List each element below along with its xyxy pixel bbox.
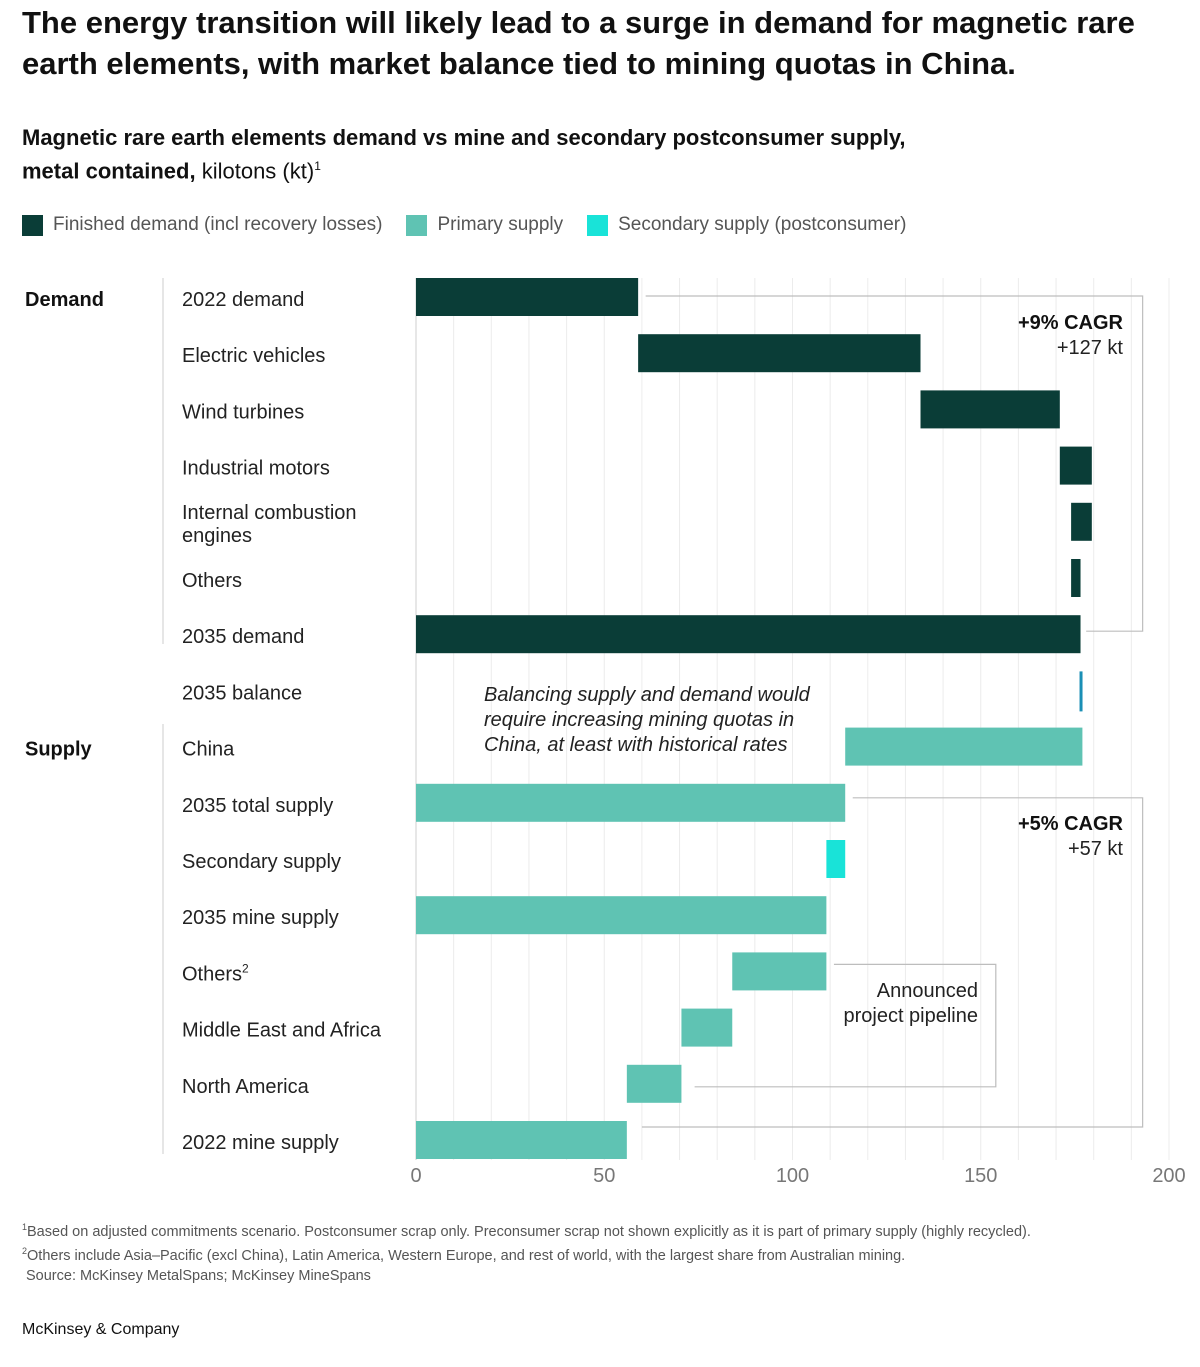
legend-swatch-primary <box>406 214 428 236</box>
x-tick-label-150: 150 <box>964 1165 997 1187</box>
bar-electric-vehicles-1 <box>638 334 921 373</box>
row-label-2022-mine-supply-15: 2022 mine supply <box>182 1132 339 1154</box>
bar-north-america-14 <box>626 1064 682 1103</box>
supply-delta-label: +57 kt <box>1068 838 1123 860</box>
footnotes: 1Based on adjusted commitments scenario.… <box>22 1218 1182 1286</box>
row-label-secondary-supply-10: Secondary supply <box>182 851 341 873</box>
bar-internal-combustion-engines-4 <box>1071 502 1092 541</box>
row-label-2035-total-supply-9: 2035 total supply <box>182 795 333 817</box>
bar-secondary-supply-10 <box>826 840 846 878</box>
bar-2035-mine-supply-11 <box>416 896 827 935</box>
row-label-china-8: China <box>182 739 235 761</box>
legend-label-primary: Primary supply <box>437 214 564 235</box>
x-tick-label-200: 200 <box>1152 1165 1185 1187</box>
subtitle-bold-line-2: metal contained, <box>22 158 196 184</box>
row-label-2035-balance-7: 2035 balance <box>182 682 302 704</box>
supply-cagr-label: +5% CAGR <box>1018 813 1124 835</box>
source-note: Source: McKinsey MetalSpans; McKinsey Mi… <box>26 1267 371 1284</box>
row-label-2035-mine-supply-11: 2035 mine supply <box>182 907 339 929</box>
row-label-industrial-motors-3: Industrial motors <box>182 458 330 480</box>
demand-growth-bracket <box>645 295 1144 632</box>
row-label-north-america-14: North America <box>182 1076 310 1098</box>
bar-wind-turbines-2 <box>920 390 1060 429</box>
footnote-2: 2Others include Asia–Pacific (excl China… <box>22 1246 906 1265</box>
footnote-1: 1Based on adjusted commitments scenario.… <box>22 1222 1031 1240</box>
pipeline-note-line-1: Announced <box>877 980 978 1002</box>
legend-item-demand: Finished demand (incl recovery losses) <box>22 214 382 236</box>
bar-2035-total-supply-9 <box>416 783 846 822</box>
row-label-2035-demand-6: 2035 demand <box>182 626 304 648</box>
legend-swatch-secondary <box>587 214 609 236</box>
balance-note-line-3: China, at least with historical rates <box>484 734 787 756</box>
row-label-middle-east-and-africa-13: Middle East and Africa <box>182 1020 382 1042</box>
legend-swatch-demand <box>22 214 43 236</box>
bar-2022-demand-0 <box>416 278 639 316</box>
x-tick-label-100: 100 <box>776 1165 809 1187</box>
demand-delta-label: +127 kt <box>1057 337 1124 359</box>
subtitle-bold-line-1: Magnetic rare earth elements demand vs m… <box>22 125 906 150</box>
legend: Finished demand (incl recovery losses) P… <box>22 214 930 236</box>
waterfall-chart: Demand Supply 2022 demand Electric vehicles… <box>25 278 1186 1187</box>
group-label-supply: Supply <box>25 739 93 761</box>
chart-subtitle: Magnetic rare earth elements demand vs m… <box>22 123 1122 185</box>
group-label-demand: Demand <box>25 289 104 311</box>
legend-item-secondary: Secondary supply (postconsumer) <box>587 214 906 236</box>
bar-2022-mine-supply-15 <box>416 1121 627 1159</box>
row-label-others-12: Others2 <box>182 961 249 985</box>
row-label-2022-demand-0: 2022 demand <box>182 289 304 311</box>
demand-cagr-label: +9% CAGR <box>1018 312 1124 334</box>
bar-others-12 <box>732 952 827 991</box>
balance-note-line-1: Balancing supply and demand would <box>484 684 811 706</box>
bar-2035-demand-6 <box>416 615 1081 654</box>
bar-others-5 <box>1071 559 1081 597</box>
legend-label-secondary: Secondary supply (postconsumer) <box>618 214 907 235</box>
subtitle-unit: kilotons (kt) <box>195 158 315 184</box>
pipeline-note-line-2: project pipeline <box>843 1005 978 1027</box>
subtitle-footnote-marker: 1 <box>314 159 321 173</box>
brand-logo-text: McKinsey & Company <box>22 1321 180 1338</box>
x-tick-label-50: 50 <box>593 1165 615 1187</box>
legend-item-primary: Primary supply <box>406 214 563 236</box>
balance-note-line-2: require increasing mining quotas in <box>484 709 794 731</box>
bar-industrial-motors-3 <box>1059 446 1092 485</box>
row-label-others-5: Others <box>182 570 242 592</box>
row-label-wind-turbines-2: Wind turbines <box>182 401 304 423</box>
legend-label-demand: Finished demand (incl recovery losses) <box>53 214 383 235</box>
supply-growth-bracket <box>641 797 1144 1128</box>
x-tick-label-0: 0 <box>410 1165 421 1187</box>
row-label-electric-vehicles-1: Electric vehicles <box>182 345 325 367</box>
row-label-internal-combustion-engines-4: Internal combustion engines <box>182 502 357 547</box>
chart-title: The energy transition will likely lead t… <box>22 5 1135 81</box>
bar-2035-balance <box>1079 671 1083 712</box>
bar-china-8 <box>845 727 1083 766</box>
bar-middle-east-and-africa-13 <box>681 1008 733 1047</box>
pipeline-bracket <box>694 963 997 1088</box>
